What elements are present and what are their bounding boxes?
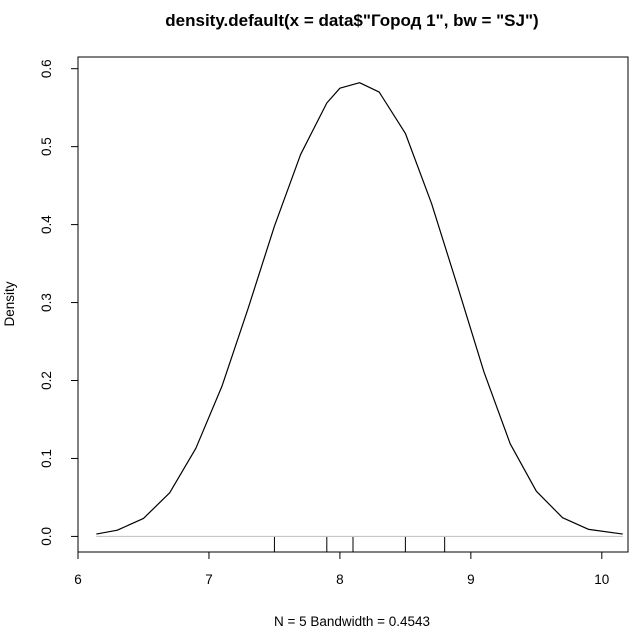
y-tick-label: 0.5 bbox=[39, 137, 54, 156]
y-tick-label: 0.2 bbox=[39, 371, 54, 390]
y-tick-label: 0.4 bbox=[39, 215, 54, 234]
density-curve bbox=[96, 82, 623, 535]
density-line bbox=[96, 82, 623, 535]
y-tick-label: 0.1 bbox=[39, 449, 54, 468]
y-tick-label: 0.6 bbox=[39, 59, 54, 78]
y-tick-label: 0.3 bbox=[39, 293, 54, 312]
x-tick-label: 9 bbox=[467, 572, 475, 587]
y-axis-label: Density bbox=[2, 281, 17, 326]
y-axis: 0.0 0.1 0.2 0.3 0.4 0.5 0.6 bbox=[39, 59, 79, 546]
x-tick-label: 10 bbox=[594, 572, 609, 587]
rug-marks bbox=[273, 537, 446, 552]
x-axis-label: N = 5 Bandwidth = 0.4543 bbox=[274, 614, 430, 629]
x-tick-label: 6 bbox=[74, 572, 82, 587]
chart-title: density.default(x = data$"Город 1", bw =… bbox=[165, 11, 538, 30]
x-tick-label: 8 bbox=[336, 572, 344, 587]
y-tick-label: 0.0 bbox=[39, 527, 54, 546]
plot-frame bbox=[77, 56, 629, 553]
x-axis: 6 7 8 9 10 bbox=[74, 551, 609, 587]
x-tick-label: 7 bbox=[205, 572, 213, 587]
